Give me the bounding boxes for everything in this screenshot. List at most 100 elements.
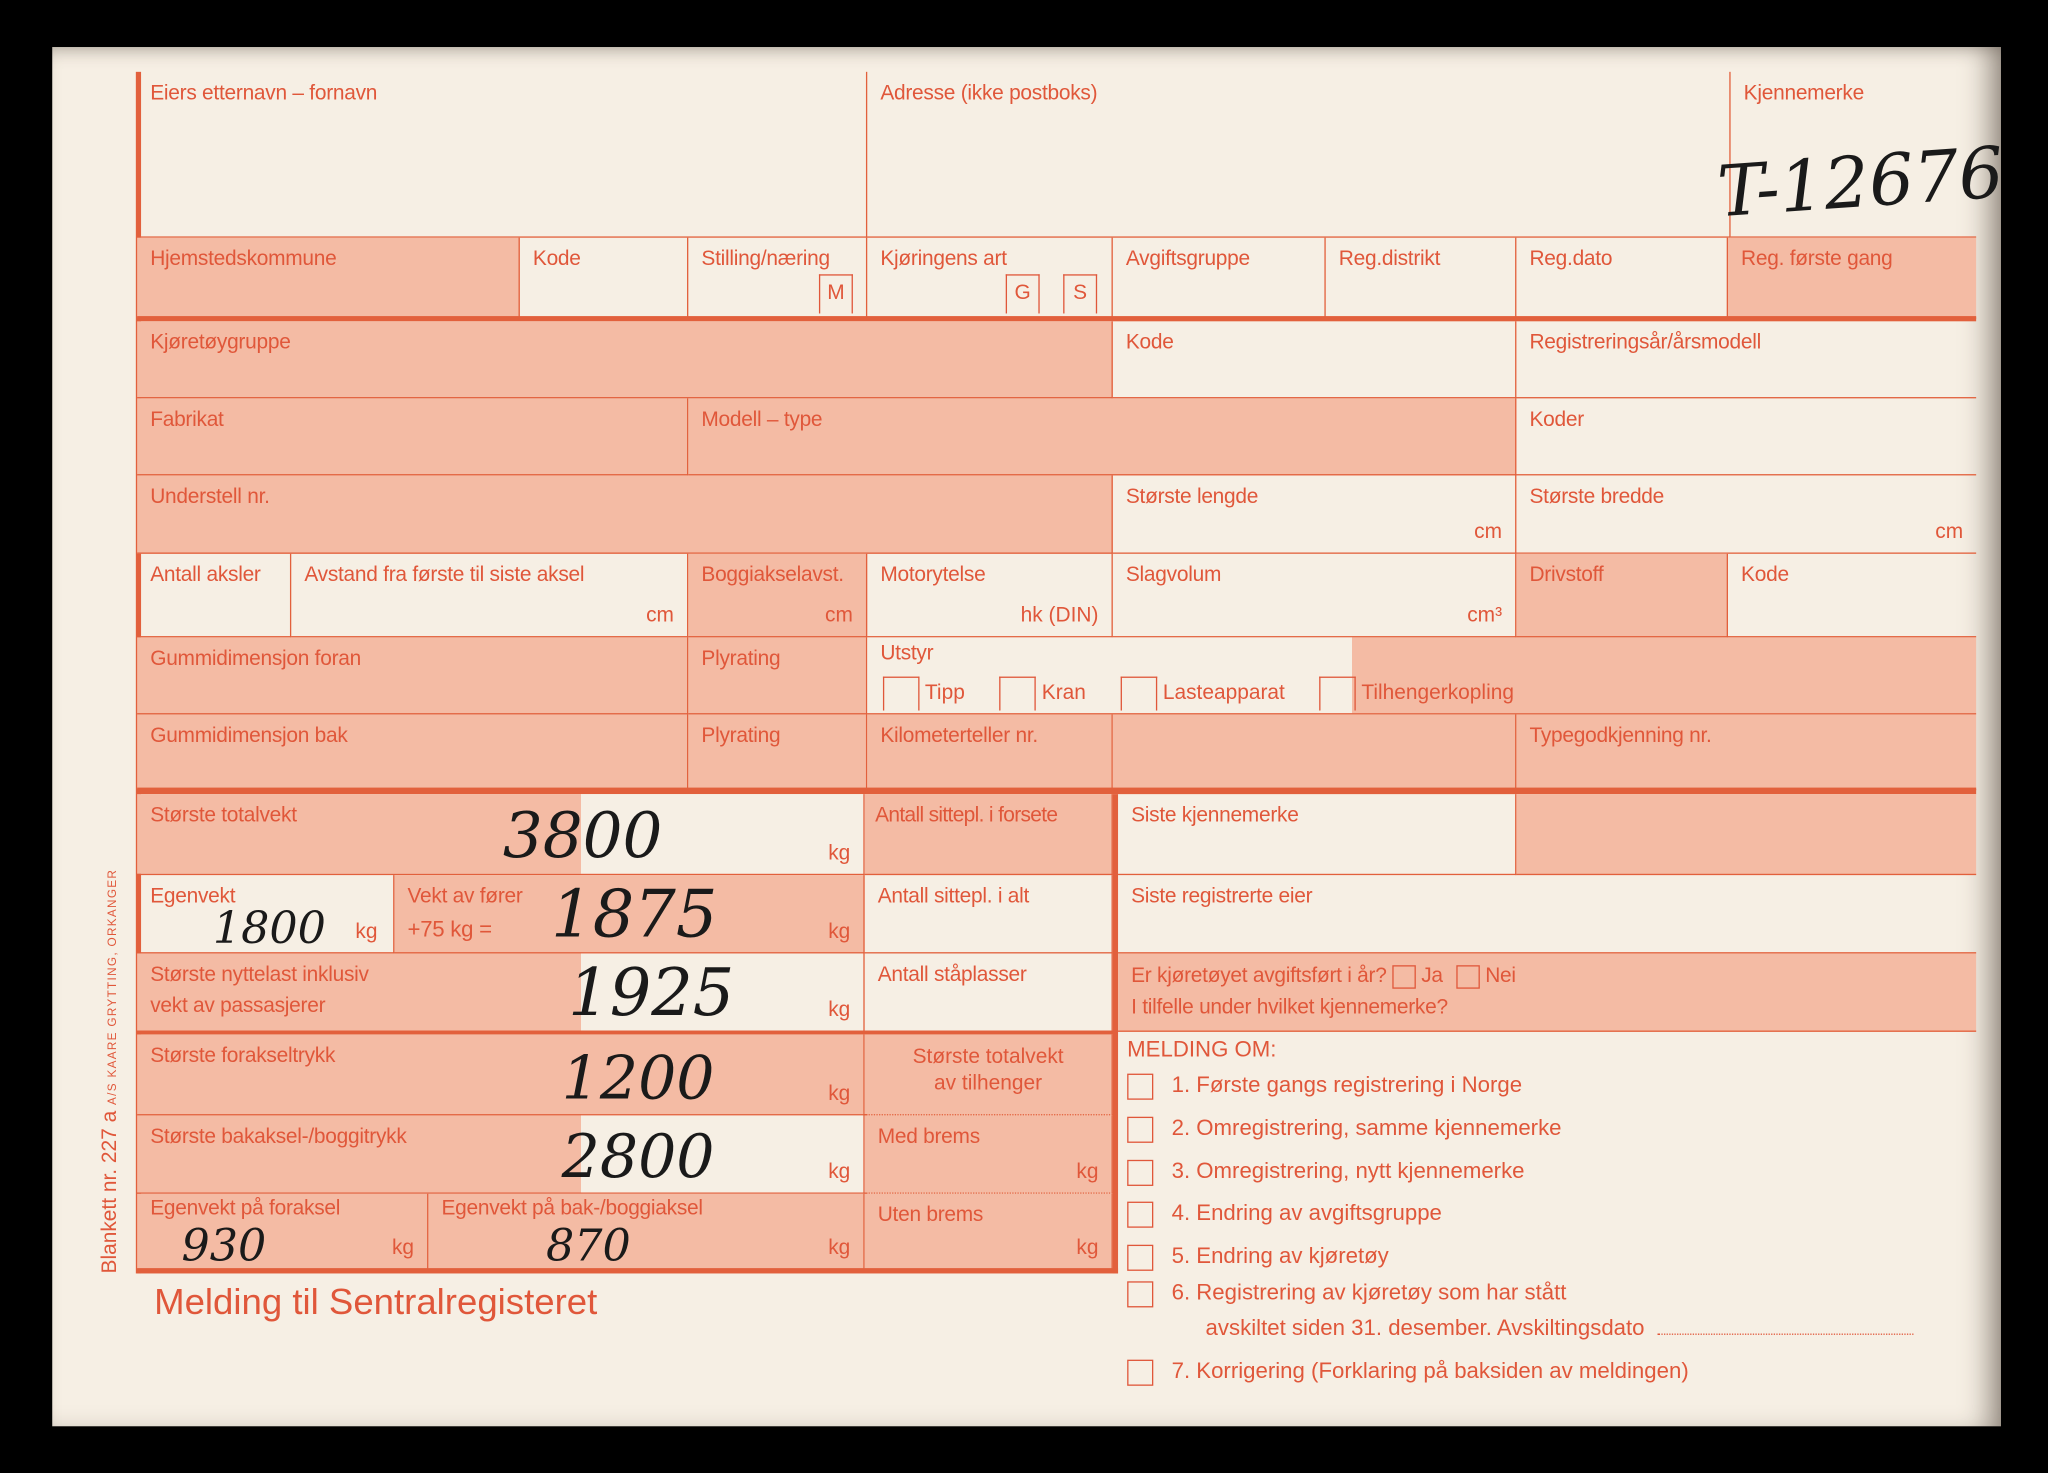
field-reg-aar[interactable]: Registreringsår/årsmodell: [1516, 321, 1977, 399]
unit: cm: [1474, 521, 1503, 544]
unit: kg: [828, 1161, 851, 1184]
field-plyrating-bak[interactable]: Plyrating: [688, 714, 868, 791]
label: Eiers etternavn – fornavn: [150, 82, 378, 105]
label: Reg. første gang: [1741, 248, 1893, 271]
field-vekt-forer[interactable]: Vekt av fører +75 kg = kg 1875: [394, 875, 865, 954]
field-understell[interactable]: Understell nr.: [137, 475, 1113, 554]
field-slagvolum[interactable]: Slagvolum cm³: [1112, 553, 1517, 638]
label: Med brems: [877, 1125, 980, 1149]
printer-label: A/S KAARE GRYTTING, ORKANGER: [105, 868, 119, 1105]
checkbox-item-1[interactable]: [1127, 1072, 1154, 1100]
checkbox-tilhengerkopling[interactable]: [1319, 676, 1356, 711]
box-s[interactable]: S: [1063, 274, 1098, 314]
field-eier[interactable]: Eiers etternavn – fornavn: [137, 71, 868, 238]
field-aksler[interactable]: Antall aksler: [137, 553, 292, 638]
field-egenvekt[interactable]: Egenvekt kg 1800: [137, 875, 395, 954]
field-bakakseltrykk[interactable]: Største bakaksel-/boggitrykk kg 2800: [137, 1115, 865, 1194]
checkbox-item-6[interactable]: [1127, 1280, 1154, 1307]
avskiltingsdato-field[interactable]: [1657, 1333, 1914, 1335]
field-lengde[interactable]: Største lengde cm: [1112, 475, 1517, 554]
label: Antall sittepl. i alt: [877, 885, 1030, 908]
field-modell[interactable]: Modell – type: [688, 398, 1517, 476]
field-boggi[interactable]: Boggiakselavst. cm: [688, 553, 868, 638]
field-sittepl-forsete[interactable]: Antall sittepl. i forsete: [864, 794, 1113, 876]
checkbox-item-7[interactable]: [1127, 1359, 1154, 1386]
field-plyrating-foran[interactable]: Plyrating: [688, 637, 868, 715]
field-staaplasser[interactable]: Antall ståplasser: [864, 953, 1113, 1032]
field-uten-brems[interactable]: Uten brems kg: [864, 1193, 1113, 1270]
checkbox-item-4[interactable]: [1127, 1200, 1154, 1228]
label: Antall aksler: [150, 564, 261, 587]
field-kode-2[interactable]: Kode: [1112, 321, 1517, 399]
field-avgiftsgruppe[interactable]: Avgiftsgruppe: [1112, 237, 1326, 319]
value: 870: [545, 1219, 631, 1273]
value: 3800: [502, 799, 663, 873]
unit: kg: [828, 1236, 851, 1260]
field-kjennemerke[interactable]: Kjennemerke T-12676: [1715, 72, 2006, 238]
item-label: 3. Omregistrering, nytt kjennemerke: [1171, 1158, 1525, 1184]
field-totalvekt[interactable]: Største totalvekt kg 3800: [137, 794, 865, 876]
field-gum-foran[interactable]: Gummidimensjon foran: [137, 637, 689, 715]
label: Registreringsår/årsmodell: [1529, 331, 1762, 354]
field-kjoretoygruppe[interactable]: Kjøretøygruppe: [137, 321, 1113, 399]
checkbox-nei[interactable]: [1456, 964, 1480, 989]
label: Adresse (ikke postboks): [880, 82, 1098, 105]
unit: kg: [828, 1082, 851, 1105]
checkbox-item-5[interactable]: [1127, 1244, 1154, 1271]
field-siste-kjennemerke[interactable]: Siste kjennemerke: [1118, 794, 1517, 876]
label: Største totalvekt: [150, 804, 297, 827]
field-adresse[interactable]: Adresse (ikke postboks): [867, 71, 1731, 238]
form-title: Melding til Sentralregisteret: [154, 1281, 598, 1322]
field-kjoringens-art[interactable]: Kjøringens art G S: [867, 237, 1113, 319]
field-sittepl-alt[interactable]: Antall sittepl. i alt: [864, 875, 1113, 954]
item-label: 5. Endring av kjøretøy: [1171, 1243, 1389, 1269]
checkbox-ja[interactable]: [1392, 964, 1416, 989]
unit: kg: [828, 920, 851, 944]
box-g[interactable]: G: [1005, 274, 1040, 314]
avgift-question: Er kjøretøyet avgiftsført i år? Ja Nei: [1131, 964, 1516, 990]
checkbox-kran[interactable]: [999, 676, 1036, 711]
field-blank[interactable]: [1112, 714, 1517, 791]
field-kode-3[interactable]: Kode: [1727, 554, 1977, 638]
field-med-brems[interactable]: Med brems kg: [864, 1115, 1113, 1194]
item-label: avskiltet siden 31. desember. Avskilting…: [1205, 1315, 1645, 1341]
field-siste-kjennemerke-value[interactable]: [1516, 794, 1977, 876]
unit: cm: [825, 604, 853, 627]
label: Lasteapparat: [1162, 682, 1285, 705]
field-reg-forste[interactable]: Reg. første gang: [1727, 237, 1977, 319]
field-forakseltrykk[interactable]: Største forakseltrykk kg 1200: [137, 1034, 865, 1116]
field-koder[interactable]: Koder: [1516, 398, 1977, 476]
field-motor[interactable]: Motorytelse hk (DIN): [867, 553, 1113, 638]
field-avstand[interactable]: Avstand fra første til siste aksel cm: [291, 553, 689, 638]
checkbox-lasteapparat[interactable]: [1120, 676, 1158, 711]
field-hjemsted[interactable]: Hjemstedskommune: [137, 237, 520, 319]
divider: [137, 316, 1977, 322]
field-egenvekt-foraksel[interactable]: Egenvekt på foraksel kg 930: [137, 1193, 429, 1270]
field-fabrikat[interactable]: Fabrikat: [137, 398, 689, 476]
field-egenvekt-bakaksel[interactable]: Egenvekt på bak-/boggiaksel kg 870: [428, 1193, 865, 1273]
field-avgiftsfort: Er kjøretøyet avgiftsført i år? Ja Nei I…: [1118, 953, 1977, 1032]
field-reg-dato[interactable]: Reg.dato: [1516, 237, 1728, 319]
checkbox-item-2[interactable]: [1127, 1116, 1154, 1143]
label: Blankett nr. 227 a: [99, 1110, 122, 1274]
checkbox-item-3[interactable]: [1127, 1159, 1154, 1186]
field-gum-bak[interactable]: Gummidimensjon bak: [137, 714, 689, 791]
box-m[interactable]: M: [818, 274, 853, 314]
field-siste-eier[interactable]: Siste registrerte eier: [1118, 875, 1977, 954]
field-utstyr: Utstyr Tipp Kran Lasteapparat Tilhengerk…: [867, 637, 1977, 715]
field-reg-distrikt[interactable]: Reg.distrikt: [1325, 237, 1517, 319]
field-km[interactable]: Kilometerteller nr.: [867, 714, 1113, 791]
field-bredde[interactable]: Største bredde cm: [1516, 475, 1977, 554]
label: Egenvekt på bak-/boggiaksel: [441, 1197, 703, 1220]
field-nyttelast[interactable]: Største nyttelast inklusiv vekt av passas…: [137, 953, 865, 1032]
checkbox-tipp[interactable]: [882, 676, 920, 711]
kjennemerke-value: T-12676: [1714, 131, 2007, 234]
field-kode[interactable]: Kode: [519, 237, 689, 319]
field-stilling[interactable]: Stilling/næring M: [688, 237, 868, 319]
field-typegodkjenning[interactable]: Typegodkjenning nr.: [1516, 714, 1977, 791]
unit: kg: [355, 920, 378, 944]
label: Hjemstedskommune: [150, 248, 337, 271]
field-drivstoff[interactable]: Drivstoff: [1516, 553, 1728, 638]
label: Gummidimensjon foran: [150, 647, 362, 671]
